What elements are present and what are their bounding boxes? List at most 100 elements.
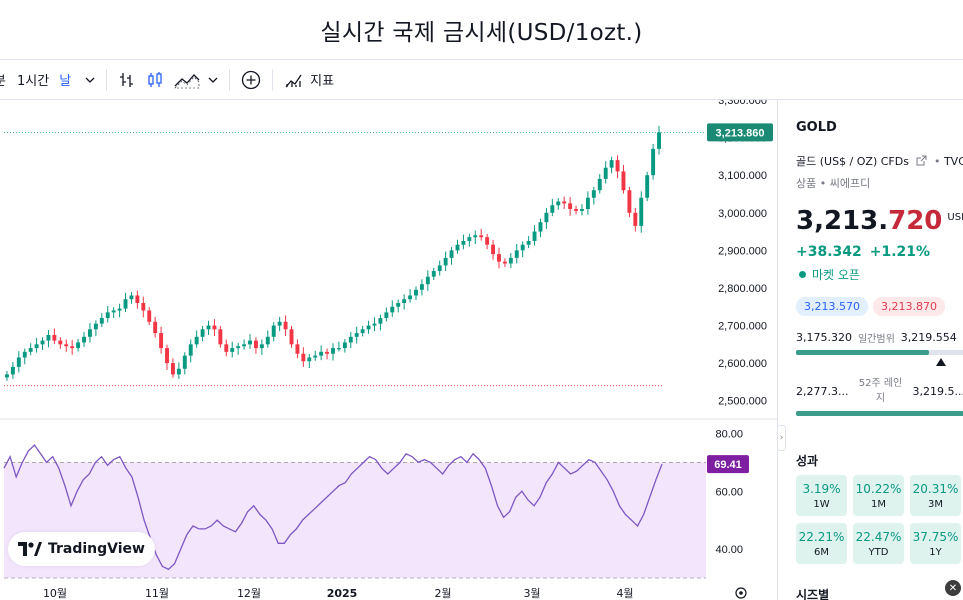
candle-body — [165, 348, 169, 364]
candle — [520, 241, 525, 258]
tradingview-logo-text: TradingView — [48, 541, 145, 557]
candle-body — [615, 160, 620, 172]
indicators-label: 지표 — [310, 74, 335, 89]
candle — [76, 339, 81, 352]
candle — [194, 330, 199, 348]
time-axis-label: 10월 — [43, 587, 67, 600]
price-chart[interactable]: 3,300.0003,200.0003,100.0003,000.0002,90… — [0, 100, 778, 600]
candle-body — [82, 336, 86, 343]
candle-body — [259, 344, 264, 349]
interval-partial-button[interactable]: 분 — [0, 66, 12, 94]
week52-high: 3,219.5... — [912, 384, 963, 398]
candle-body — [64, 344, 69, 347]
candle-body — [574, 209, 579, 211]
performance-cell[interactable]: 20.31% 3M — [910, 475, 961, 516]
time-axis-label: 12월 — [237, 587, 261, 600]
performance-cell[interactable]: 22.21% 6M — [796, 523, 847, 564]
candle-body — [307, 357, 312, 362]
candle-body — [437, 265, 442, 272]
candle — [301, 347, 306, 367]
candle-body — [372, 323, 377, 326]
candle-body — [621, 171, 626, 191]
external-link-icon[interactable] — [916, 155, 927, 166]
candle — [236, 342, 241, 355]
candle-body — [443, 257, 448, 266]
chart-toolbar: 분 1시간 날 지표 — [0, 60, 963, 100]
chart-settings-icon[interactable] — [735, 587, 747, 599]
candle-body — [348, 336, 353, 343]
candle-body — [331, 348, 335, 354]
candle — [639, 191, 644, 233]
performance-cell[interactable]: 22.47% YTD — [853, 523, 904, 564]
candle-body — [461, 240, 466, 245]
compare-add-button[interactable] — [236, 66, 266, 94]
candle — [307, 354, 312, 369]
candle — [396, 299, 401, 313]
candle-body — [497, 254, 501, 262]
candle-body — [176, 368, 181, 375]
candles-style-button[interactable] — [141, 66, 169, 94]
candle — [331, 343, 335, 361]
tradingview-logo-icon — [18, 542, 42, 556]
area-style-button[interactable] — [169, 66, 223, 94]
rsi-axis-tick: 40.00 — [715, 544, 743, 556]
performance-cell[interactable]: 3.19% 1W — [796, 475, 847, 516]
symbol-ticker[interactable]: GOLD — [796, 120, 837, 135]
candle-body — [313, 355, 318, 358]
candle — [200, 325, 205, 342]
candle-body — [253, 340, 258, 349]
indicators-button[interactable]: 지표 — [279, 66, 339, 94]
symbol-description: 골드 (US$ / OZ) CFDs • TVC — [796, 153, 963, 169]
ask-price-badge: 3,213.870 — [873, 297, 945, 316]
close-icon[interactable]: ✕ — [945, 580, 961, 596]
candle — [319, 345, 324, 361]
performance-grid: 3.19% 1W 10.22% 1M 20.31% 3M 22.21% 6M 22.47% YTD… — [796, 475, 961, 564]
candle — [550, 198, 555, 217]
candle-body — [526, 240, 531, 245]
symbol-category: 상품 • 씨에프디 — [796, 177, 871, 190]
symbol-source[interactable]: TVC — [943, 155, 963, 168]
candle — [402, 294, 407, 310]
interval-dropdown[interactable]: 날 — [54, 66, 100, 94]
performance-period: YTD — [868, 546, 889, 558]
candle — [34, 337, 39, 353]
candle — [188, 339, 193, 363]
time-axis-label: 3월 — [523, 587, 540, 600]
candle-body — [473, 235, 478, 238]
time-axis-label: 2월 — [434, 587, 451, 600]
candle-body — [544, 212, 549, 223]
candle — [443, 251, 448, 272]
interval-1h-button[interactable]: 1시간 — [12, 66, 54, 94]
performance-title: 성과 — [796, 454, 819, 468]
candle — [360, 325, 365, 337]
candle — [52, 328, 57, 344]
day-range-high: 3,219.554 — [900, 331, 957, 344]
performance-cell[interactable]: 10.22% 1M — [853, 475, 904, 516]
toolbar-divider — [229, 68, 231, 91]
candle-body — [153, 321, 158, 334]
chart-area[interactable]: 3,300.0003,200.0003,100.0003,000.0002,90… — [0, 100, 778, 600]
candle-body — [301, 353, 306, 362]
price-axis-tick: 3,100.000 — [718, 170, 767, 182]
chevron-down-icon — [208, 77, 218, 83]
time-axis-label: 2025 — [327, 587, 358, 600]
bar-style-button[interactable] — [113, 66, 141, 94]
performance-cell[interactable]: 37.75% 1Y — [910, 523, 961, 564]
candle — [645, 171, 650, 202]
candle-body — [562, 201, 567, 204]
candle-body — [99, 318, 104, 324]
price-axis-tick: 2,600.000 — [718, 358, 767, 370]
candle-body — [414, 289, 418, 296]
candle — [538, 218, 543, 238]
tradingview-logo[interactable]: TradingView — [8, 532, 155, 566]
toolbar-divider — [106, 68, 108, 91]
candle-body — [651, 148, 656, 176]
panel-collapse-handle[interactable]: › — [777, 425, 786, 451]
candle-body — [639, 197, 644, 226]
candle — [532, 225, 537, 246]
candle — [283, 315, 288, 337]
candle-body — [591, 190, 596, 198]
candle-body — [295, 344, 300, 354]
day-range-row: 3,175.320 일간범위 3,219.554 — [796, 330, 957, 345]
candle-body — [242, 344, 247, 347]
